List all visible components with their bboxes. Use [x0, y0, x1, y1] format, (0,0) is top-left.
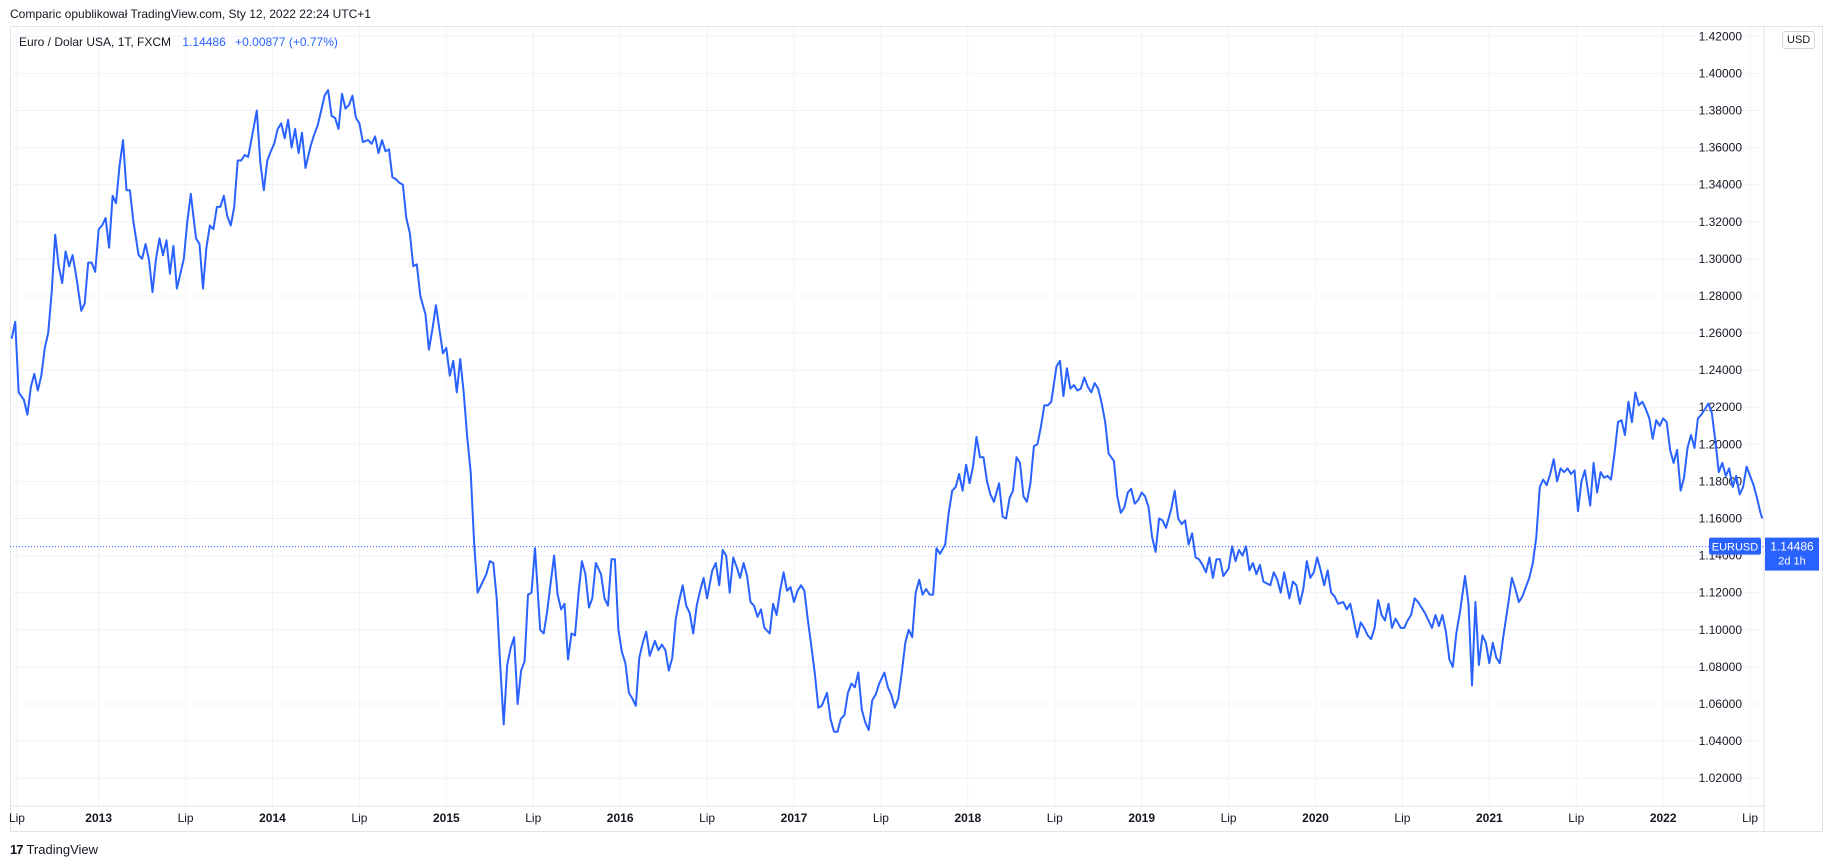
y-tick-label: 1.12000 [1699, 586, 1743, 600]
y-tick-label: 1.08000 [1699, 660, 1743, 674]
x-tick-label: 2016 [607, 811, 634, 825]
y-tick-label: 1.30000 [1699, 252, 1743, 266]
price-tag-value: 1.14486 [1770, 540, 1814, 554]
y-tick-label: 1.26000 [1699, 326, 1743, 340]
x-tick-label: Lip [9, 811, 25, 825]
x-tick-label: Lip [1568, 811, 1584, 825]
price-series [10, 89, 1764, 733]
y-tick-label: 1.20000 [1699, 437, 1743, 451]
x-tick-label: Lip [351, 811, 367, 825]
y-tick-label: 1.38000 [1699, 103, 1743, 117]
x-tick-label: Lip [1742, 811, 1758, 825]
x-tick-label: Lip [525, 811, 541, 825]
x-tick-label: 2018 [954, 811, 981, 825]
y-tick-label: 1.42000 [1699, 29, 1743, 43]
legend-change: +0.00877 (+0.77%) [235, 35, 338, 49]
chart-grid [10, 27, 1765, 832]
y-tick-label: 1.04000 [1699, 734, 1743, 748]
x-tick-label: Lip [1394, 811, 1410, 825]
y-tick-label: 1.02000 [1699, 771, 1743, 785]
publish-line: Comparic opublikował TradingView.com, St… [10, 7, 371, 21]
y-tick-label: 1.16000 [1699, 512, 1743, 526]
legend-price: 1.14486 [182, 35, 226, 49]
x-tick-label: 2014 [259, 811, 286, 825]
footer-brand[interactable]: 17 TradingView [10, 842, 98, 857]
price-tag [1765, 537, 1819, 571]
brand-name: TradingView [26, 842, 99, 857]
chart-frame[interactable] [10, 26, 1823, 832]
bar-countdown: 2d 1h [1778, 556, 1806, 568]
series-legend[interactable]: Euro / Dolar USA, 1T, FXCM 1.14486 +0.00… [19, 35, 338, 49]
x-tick-label: Lip [873, 811, 889, 825]
y-tick-label: 1.32000 [1699, 215, 1743, 229]
y-tick-label: 1.06000 [1699, 697, 1743, 711]
last-price-marker: EURUSD 1.14486 2d 1h [10, 537, 1819, 571]
y-tick-label: 1.28000 [1699, 289, 1743, 303]
x-tick-label: Lip [1047, 811, 1063, 825]
y-tick-label: 1.24000 [1699, 363, 1743, 377]
x-tick-label: 2020 [1302, 811, 1329, 825]
y-tick-label: 1.10000 [1699, 623, 1743, 637]
x-tick-label: Lip [699, 811, 715, 825]
x-tick-label: 2019 [1128, 811, 1155, 825]
tradingview-logo-icon: 17 [10, 842, 24, 857]
y-tick-label: 1.36000 [1699, 141, 1743, 155]
time-axis: Lip 2013 Lip 2014 Lip 2015 Lip 2016 Lip 2017 Lip 20… [9, 811, 1758, 825]
currency-badge[interactable]: USD [1782, 31, 1816, 49]
ticker-label: EURUSD [1712, 542, 1759, 554]
x-tick-label: 2015 [433, 811, 460, 825]
x-tick-label: Lip [1221, 811, 1237, 825]
price-line [10, 89, 1764, 733]
y-tick-label: 1.40000 [1699, 66, 1743, 80]
x-tick-label: Lip [178, 811, 194, 825]
x-tick-label: 2022 [1650, 811, 1677, 825]
x-tick-label: 2021 [1476, 811, 1503, 825]
x-tick-label: 2013 [85, 811, 112, 825]
x-tick-label: 2017 [781, 811, 808, 825]
legend-symbol: Euro / Dolar USA, 1T, FXCM [19, 35, 172, 49]
ticker-tag [1709, 537, 1761, 555]
y-tick-label: 1.34000 [1699, 178, 1743, 192]
